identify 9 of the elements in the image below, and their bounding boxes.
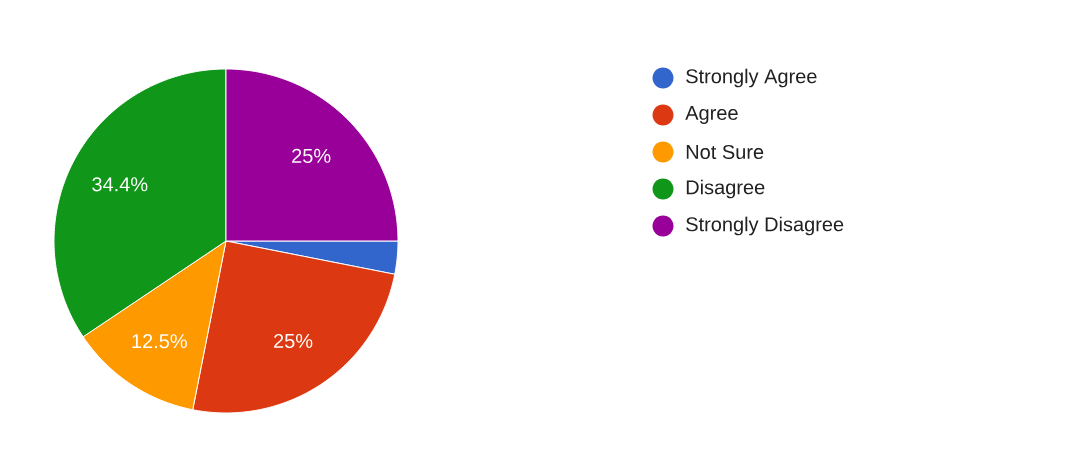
data-label: 25% [292, 148, 331, 163]
data-label: 12.5% [132, 334, 187, 349]
data-label: 25% [274, 333, 313, 349]
legend-label: Agree [685, 106, 738, 124]
legend-label: Strongly Agree [686, 68, 817, 88]
data-label: 34.4% [92, 177, 148, 192]
legend-label: Disagree [686, 179, 765, 199]
legend-label: Not Sure [686, 144, 764, 160]
legend-label: Strongly Disagree [686, 216, 844, 236]
